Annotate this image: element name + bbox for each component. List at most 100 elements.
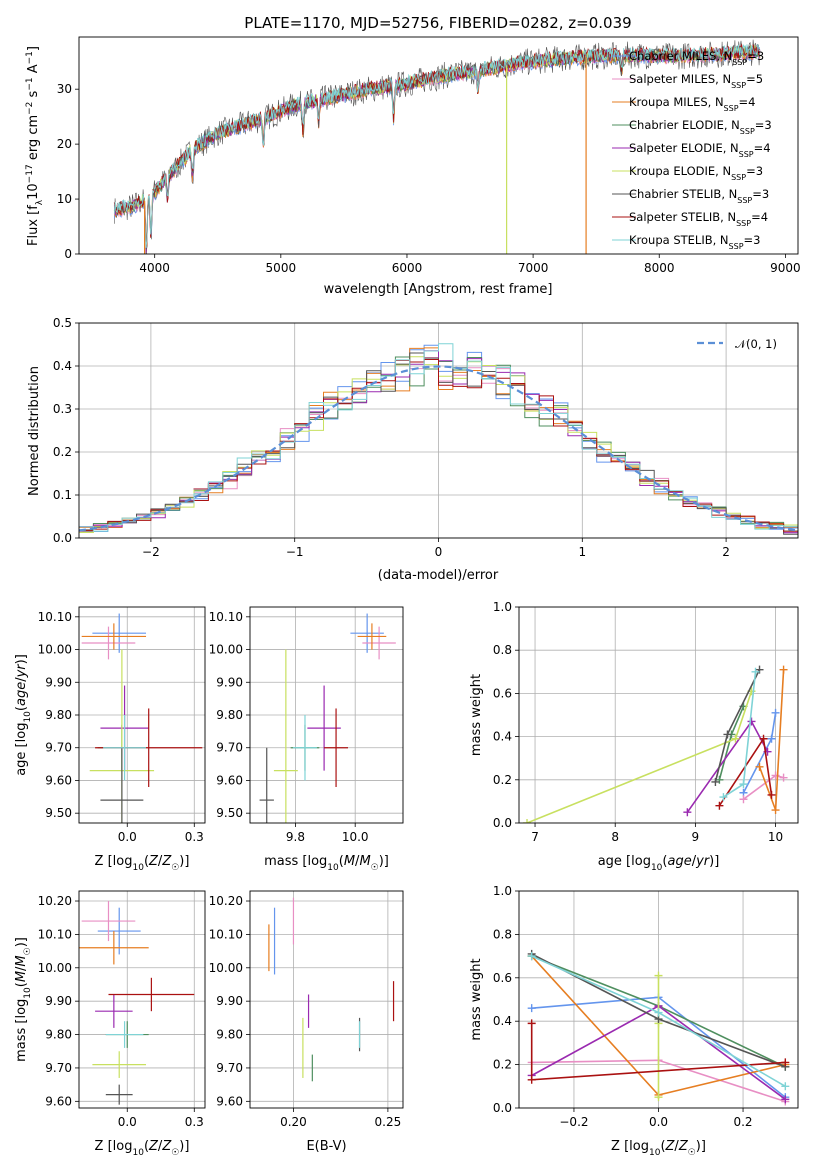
x-tick-label: −1 xyxy=(286,545,304,559)
y-axis-label: Flux [fλ10−17 erg cm−2 s−1 A−1] xyxy=(25,46,45,246)
y-tick-label: 10.10 xyxy=(209,927,243,941)
y-tick-label: 9.80 xyxy=(45,708,72,722)
axes-frame xyxy=(249,890,404,1109)
weight-marker xyxy=(654,971,663,980)
weight-marker xyxy=(739,780,748,789)
legend-label: Kroupa STELIB, NSSP=3 xyxy=(629,233,760,251)
x-tick-label: 9 xyxy=(692,830,700,844)
y-axis-label: age [log10(age/yr)] xyxy=(14,654,33,776)
x-tick-label: 10 xyxy=(768,830,783,844)
plot-area xyxy=(113,39,761,254)
errorbar-point xyxy=(81,626,136,660)
model-line-salpeter-miles xyxy=(113,45,761,250)
legend-label: Kroupa MILES, NSSP=4 xyxy=(629,95,755,113)
x-axis-label: Z [log10(Z/Z☉)] xyxy=(95,1139,190,1158)
weight-marker xyxy=(527,1075,536,1084)
y-tick-label: 0.8 xyxy=(493,927,512,941)
y-tick-label: 9.60 xyxy=(216,773,243,787)
weight-marker xyxy=(739,795,748,804)
x-tick-label: 0 xyxy=(435,545,443,559)
x-tick-label: 7 xyxy=(531,830,539,844)
x-tick-label: 0.0 xyxy=(118,830,137,844)
weight-marker xyxy=(755,665,764,674)
errorbar-point xyxy=(95,994,133,1028)
axes-frame xyxy=(78,322,799,539)
x-tick-label: 7000 xyxy=(518,261,549,275)
weight-marker xyxy=(755,762,764,771)
y-tick-label: 0.8 xyxy=(493,643,512,657)
y-tick-label: 0.4 xyxy=(493,730,512,744)
legend-label: Salpeter MILES, NSSP=5 xyxy=(629,72,763,90)
gaussian-curve xyxy=(79,365,798,532)
y-axis-label: mass [log10(M/M☉)] xyxy=(14,937,33,1062)
x-axis-label: Z [log10(Z/Z☉)] xyxy=(95,854,190,873)
errorbar-point xyxy=(81,623,147,650)
errorbar-point xyxy=(324,708,349,787)
plot-area xyxy=(519,607,798,823)
x-tick-label: −0.2 xyxy=(559,1115,588,1129)
axes-frame xyxy=(78,36,799,255)
y-tick-label: 1.0 xyxy=(493,600,512,614)
x-axis-label: age [log10(age/yr)] xyxy=(598,854,720,873)
legend-label: Chabrier STELIB, NSSP=3 xyxy=(629,187,769,205)
errorbar-point xyxy=(362,626,396,660)
axes-frame xyxy=(518,606,799,824)
weight-marker xyxy=(719,793,728,802)
plot-area xyxy=(79,891,205,1108)
hist-kroupa-stelib xyxy=(79,343,798,532)
y-tick-label: 0.4 xyxy=(493,1014,512,1028)
errorbar-point xyxy=(259,747,274,823)
weight-marker xyxy=(527,1004,536,1013)
panel-age-vs-mass: 9.8 10.0 9.50 9.60 9.70 9.80 9.90 10.00 10.10 mas… xyxy=(209,606,404,873)
errorbar-point xyxy=(92,613,147,653)
y-tick-label: 0.6 xyxy=(493,686,512,700)
x-tick-label: 8 xyxy=(611,830,619,844)
x-tick-label: 6000 xyxy=(392,261,423,275)
weight-marker xyxy=(711,777,720,786)
y-tick-label: 9.80 xyxy=(45,1028,72,1042)
weight-marker xyxy=(715,801,724,810)
y-tick-label: 10.10 xyxy=(209,610,243,624)
plot-area xyxy=(250,607,403,823)
y-axis-label: mass weight xyxy=(469,674,484,756)
x-tick-label: 0.20 xyxy=(280,1115,307,1129)
legend-label: 𝒩(0, 1) xyxy=(735,337,777,351)
errorbar-point xyxy=(100,747,144,823)
errorbar-point xyxy=(81,901,136,942)
y-tick-label: 10.10 xyxy=(38,610,72,624)
errorbar-point xyxy=(79,931,149,965)
panel-mass-vs-z: 0.0 0.3 9.60 9.70 9.80 9.90 10.00 10.10 10.20 Z [… xyxy=(14,890,206,1158)
y-tick-label: 10.00 xyxy=(38,643,72,657)
y-tick-label: 0.5 xyxy=(53,316,72,330)
x-tick-label: 0.25 xyxy=(375,1115,402,1129)
y-tick-label: 9.90 xyxy=(45,994,72,1008)
panel-spectrum: 4000 5000 6000 7000 8000 9000 0 10 20 30 Chabrier … xyxy=(25,36,801,297)
weight-marker xyxy=(779,665,788,674)
x-axis-label: wavelength [Angstrom, rest frame] xyxy=(324,282,553,297)
plot-area xyxy=(519,891,798,1108)
errorbar-point xyxy=(357,623,387,650)
errorbar-point xyxy=(273,649,298,823)
y-axis-label: Normed distribution xyxy=(27,366,42,496)
errorbar-point xyxy=(108,977,195,1012)
x-axis-label: Z [log10(Z/Z☉)] xyxy=(611,1139,706,1158)
y-tick-label: 0.3 xyxy=(53,402,72,416)
x-tick-label: 0.3 xyxy=(185,1115,204,1129)
weight-marker xyxy=(683,808,692,817)
hist-salpeter-elodie xyxy=(79,350,798,534)
errorbar-point xyxy=(105,1084,133,1105)
plot-area xyxy=(79,323,798,538)
axes-frame xyxy=(518,890,799,1109)
panel-age-vs-z: 0.0 0.3 9.50 9.60 9.70 9.80 9.90 10.00 10.10 Z [l… xyxy=(14,606,206,873)
y-tick-label: 9.50 xyxy=(45,806,72,820)
x-tick-label: −2 xyxy=(142,545,160,559)
errorbar-point xyxy=(103,715,147,781)
axes-frame xyxy=(78,606,206,824)
y-tick-label: 10.00 xyxy=(209,643,243,657)
weight-marker xyxy=(527,952,536,961)
y-tick-label: 9.80 xyxy=(216,1028,243,1042)
y-tick-label: 9.80 xyxy=(216,708,243,722)
x-tick-label: 10.0 xyxy=(342,830,369,844)
y-tick-label: 10.00 xyxy=(38,961,72,975)
y-tick-label: 20 xyxy=(57,137,72,151)
